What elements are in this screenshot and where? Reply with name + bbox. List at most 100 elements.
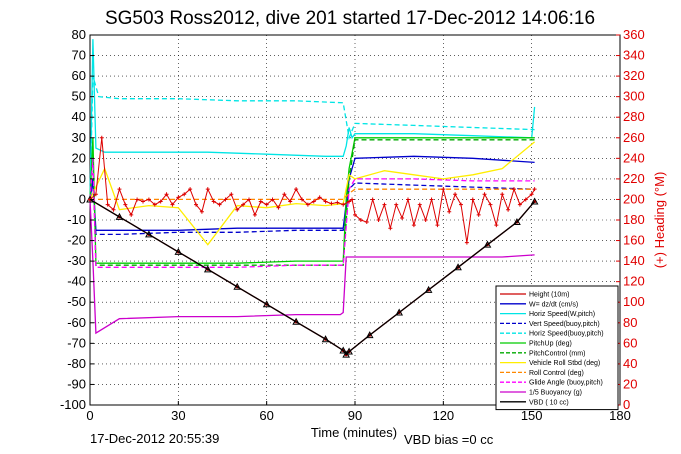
heading-point [270, 197, 275, 202]
legend: Height (10m) W= dz/dt (cm/s) Horiz Speed(W… [495, 285, 619, 411]
y2-tick-label: 100 [623, 294, 645, 309]
x-axis-label: Time (minutes) [311, 425, 397, 440]
heading-point [294, 187, 299, 192]
y-tick-label: 50 [72, 89, 86, 104]
legend-label: PitchControl (mm) [529, 350, 585, 357]
heading-point [506, 207, 511, 212]
heading-point [447, 209, 452, 214]
heading-point [111, 207, 116, 212]
series-line-w-dz-dt-cm-s [89, 155, 535, 231]
heading-point [152, 202, 157, 207]
heading-point [164, 192, 169, 197]
y2-tick-label: 260 [623, 130, 645, 145]
y-tick-label: 10 [72, 171, 86, 186]
heading-point [435, 223, 440, 228]
series-line-heading [89, 137, 536, 243]
heading-point [252, 212, 257, 217]
heading-point [329, 201, 334, 206]
heading-point [394, 202, 399, 207]
heading-point [388, 226, 393, 231]
heading-point [441, 187, 446, 192]
y-tick-label: -10 [67, 212, 86, 227]
y-tick-label: -30 [67, 253, 86, 268]
vbd-point [454, 263, 462, 271]
heading-point [311, 199, 316, 204]
heading-point [241, 202, 246, 207]
y-tick-label: -90 [67, 376, 86, 391]
heading-point [276, 205, 281, 210]
heading-point [453, 192, 458, 197]
y2-tick-label: 220 [623, 171, 645, 186]
heading-point [411, 223, 416, 228]
y2-tick-label: 200 [623, 191, 645, 206]
legend-label: Roll Control (deg) [529, 370, 584, 377]
heading-point [211, 199, 216, 204]
y-tick-label: 0 [79, 191, 86, 206]
legend-label: Horiz Speed(W,pitch) [529, 311, 595, 318]
heading-point [358, 218, 363, 222]
y2-tick-label: 140 [623, 253, 645, 268]
chart-title: SG503 Ross2012, dive 201 started 17-Dec-… [105, 8, 595, 29]
heading-point [247, 197, 251, 202]
heading-point [300, 197, 304, 202]
y2-tick-label: 60 [623, 335, 637, 350]
vbd-point [203, 265, 212, 273]
heading-point [223, 197, 228, 202]
heading-point [158, 199, 163, 204]
heading-point [406, 197, 410, 202]
heading-point [532, 187, 537, 192]
heading-point [99, 135, 104, 140]
heading-point [176, 195, 181, 200]
x-tick-label: 150 [521, 408, 543, 423]
y-tick-label: -40 [67, 274, 86, 289]
heading-point [347, 199, 352, 204]
heading-point [376, 218, 381, 222]
heading-point [494, 223, 499, 228]
heading-point [264, 202, 269, 207]
y2-tick-label: 360 [623, 27, 645, 42]
y-tick-label: 20 [72, 150, 86, 165]
vbd-point [483, 240, 492, 248]
heading-point [117, 187, 122, 192]
heading-point [217, 202, 222, 207]
x-tick-label: 120 [432, 408, 454, 423]
series-line-roll-control-deg [90, 188, 535, 201]
vbd-point [513, 218, 521, 226]
series-line-vbd-10-cc [89, 198, 536, 356]
heading-point [350, 197, 355, 202]
vbd-point [145, 230, 153, 238]
y-tick-label: 60 [72, 68, 86, 83]
heading-point [464, 240, 469, 245]
heading-point [370, 197, 375, 202]
x-tick-label: 30 [171, 408, 185, 423]
y2-tick-label: 300 [623, 89, 645, 104]
heading-point [282, 192, 287, 197]
y-tick-label: 70 [72, 48, 86, 63]
y-tick-label: -20 [67, 233, 86, 248]
x-tick-label: 0 [86, 408, 93, 423]
y2-axis-ticks: 3603403203002802602402202001801601401201… [616, 27, 645, 412]
y-tick-label: 40 [72, 109, 86, 124]
vbd-point [233, 282, 242, 290]
heading-point [229, 192, 234, 197]
y-tick-label: -70 [67, 335, 86, 350]
heading-point [199, 209, 204, 214]
legend-label: 1/5 Buoyancy (g) [529, 390, 582, 397]
y2-tick-label: 320 [623, 68, 645, 83]
vbd-point [395, 308, 404, 316]
y2-tick-label: 340 [623, 48, 645, 63]
heading-point [488, 202, 493, 207]
series-line-1-5-buoyancy-g [89, 199, 535, 335]
heading-point [141, 199, 145, 204]
footer-vbd-bias: VBD bias =0 cc [404, 432, 494, 447]
y2-tick-label: 160 [623, 233, 645, 248]
vbd-point [530, 197, 539, 205]
heading-point [400, 215, 405, 220]
y-tick-label: 80 [72, 27, 86, 42]
vbd-point [115, 212, 124, 220]
heading-point [135, 197, 140, 202]
vbd-point [262, 300, 271, 308]
y2-tick-label: 180 [623, 212, 645, 227]
legend-label: Vehicle Roll Stbd (deg) [529, 360, 600, 367]
